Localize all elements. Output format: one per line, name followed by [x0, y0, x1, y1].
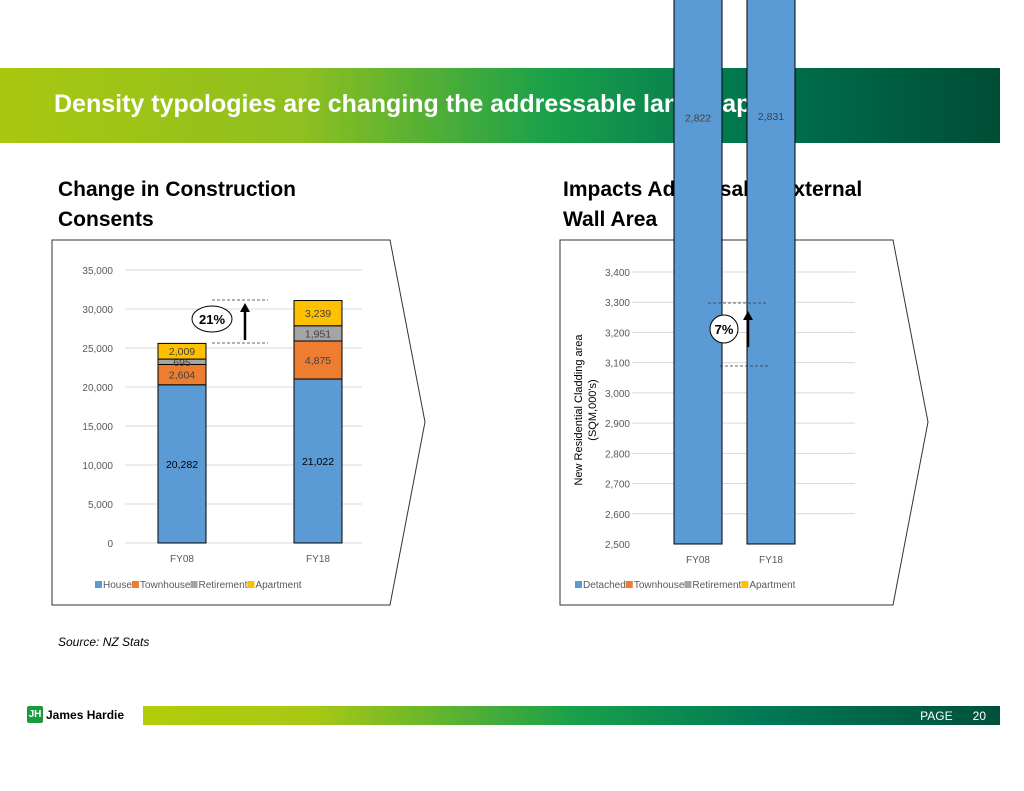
growth-label: 7%	[715, 322, 734, 337]
footer-bar: PAGE 20	[143, 706, 1000, 725]
legend-swatch	[247, 581, 255, 588]
legend-swatch	[95, 581, 102, 588]
bar-segment-apartment	[157, 342, 207, 360]
y-tick-label: 3,000	[605, 389, 630, 400]
bar-segment-house	[157, 384, 207, 544]
legend-item: Townhouse	[140, 580, 191, 591]
data-label: 2,822	[685, 113, 711, 125]
y-tick-label: 3,200	[605, 328, 630, 339]
y-tick-label: 2,700	[605, 480, 630, 491]
y-axis-title: New Residential Cladding area (SQM,000's)	[573, 334, 599, 486]
title-banner: Density typologies are changing the addr…	[0, 68, 1000, 143]
legend-item: Apartment	[749, 580, 795, 591]
x-tick-label: FY18	[306, 554, 330, 565]
page-indicator: PAGE 20	[920, 709, 986, 723]
x-tick-label: FY18	[759, 555, 783, 566]
james-hardie-logo: JH James Hardie	[27, 706, 124, 723]
right-chart-frame	[559, 239, 929, 606]
data-label: 1,951	[305, 328, 331, 340]
y-tick-label: 35,000	[82, 266, 113, 277]
y-tick-label: 3,100	[605, 359, 630, 370]
bar-segment-detached	[673, 0, 723, 545]
y-axis-title-line: New Residential Cladding area	[573, 334, 585, 486]
growth-badge	[709, 314, 739, 344]
data-label: 3,239	[305, 308, 331, 320]
data-label: 21,022	[302, 456, 334, 468]
page-label: PAGE	[920, 709, 953, 723]
legend-swatch	[131, 581, 139, 588]
left-chart-heading: Change in Construction Consents	[58, 178, 296, 231]
y-tick-label: 2,900	[605, 419, 630, 430]
legend-item: House	[103, 580, 132, 591]
legend-item: Townhouse	[634, 580, 685, 591]
left-chart-frame	[51, 239, 426, 606]
growth-arrowhead-icon	[240, 303, 250, 312]
growth-badge	[191, 305, 233, 333]
x-tick-label: FY08	[170, 554, 194, 565]
logo-icon: JH	[27, 706, 43, 723]
y-tick-label: 25,000	[82, 344, 113, 355]
y-tick-label: 2,600	[605, 510, 630, 521]
y-tick-label: 3,400	[605, 268, 630, 279]
y-tick-label: 30,000	[82, 305, 113, 316]
legend-swatch	[741, 581, 749, 588]
logo-text: James Hardie	[46, 707, 125, 722]
legend-swatch	[684, 581, 692, 588]
data-label: 2,009	[169, 346, 195, 358]
y-tick-label: 2,800	[605, 449, 630, 460]
y-tick-label: 3,300	[605, 298, 630, 309]
y-tick-label: 10,000	[82, 461, 113, 472]
data-label: 695	[173, 357, 191, 369]
y-axis-title-line: (SQM,000's)	[587, 379, 599, 440]
bar-segment-detached	[746, 0, 796, 545]
page-title: Density typologies are changing the addr…	[54, 90, 791, 118]
growth-arrowhead-icon	[743, 311, 753, 320]
growth-label: 21%	[199, 312, 225, 327]
data-label: 2,831	[758, 111, 784, 123]
data-label: 2,604	[169, 370, 195, 382]
legend-item: Detached	[583, 580, 626, 591]
data-label: 20,282	[166, 459, 198, 471]
legend-swatch	[575, 581, 582, 588]
y-tick-label: 20,000	[82, 383, 113, 394]
legend-item: Retirement	[692, 580, 741, 591]
legend-swatch	[190, 581, 198, 588]
source-note: Source: NZ Stats	[58, 635, 150, 649]
y-tick-label: 2,500	[605, 540, 630, 551]
y-tick-label: 0	[107, 539, 113, 550]
data-label: 4,875	[305, 355, 331, 367]
y-tick-label: 5,000	[88, 500, 113, 511]
bar-segment-house	[293, 378, 343, 544]
legend-item: Retirement	[199, 580, 248, 591]
y-tick-label: 15,000	[82, 422, 113, 433]
x-tick-label: FY08	[686, 555, 710, 566]
legend-item: Apartment	[255, 580, 301, 591]
bar-segment-apartment	[293, 300, 343, 327]
page-number: 20	[972, 709, 986, 723]
legend-swatch	[625, 581, 633, 588]
